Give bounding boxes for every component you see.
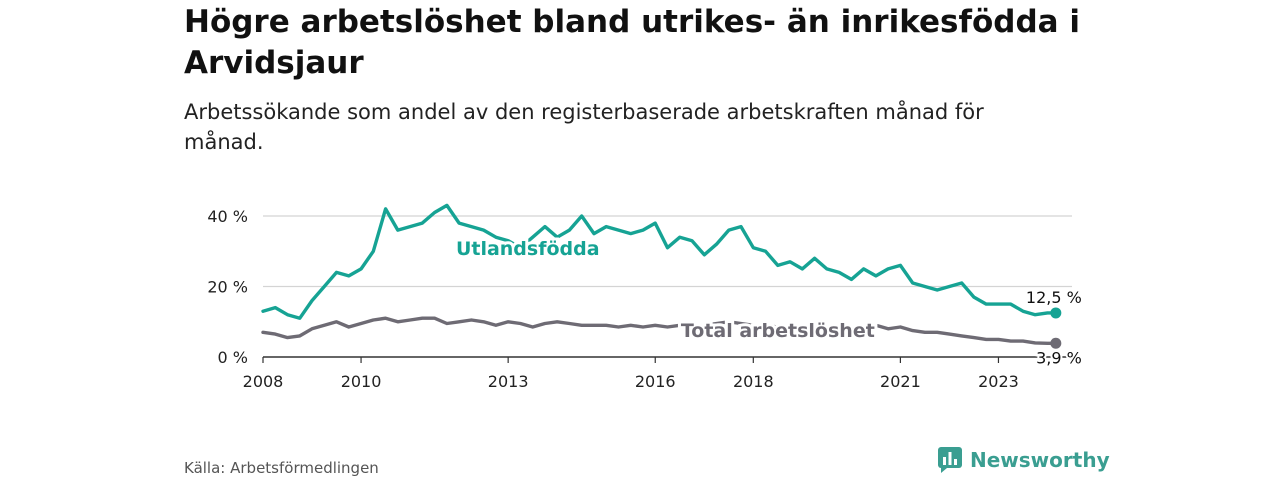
brand-name: Newsworthy (970, 448, 1110, 472)
y-axis: 0 % 20 % 40 % (207, 207, 248, 367)
series-labels: 12,5 % 3,9 % Utlandsfödda Total arbetslöshe… (453, 235, 1084, 369)
x-tick-label: 2018 (733, 372, 774, 391)
y-tick-label: 20 % (207, 278, 248, 297)
end-value-utlandsfodda: 12,5 % (1026, 288, 1082, 307)
chart-subtitle: Arbetssökande som andel av den registerb… (184, 100, 984, 154)
source-note: Källa: Arbetsförmedlingen (184, 459, 379, 477)
series-line-total (261, 316, 1058, 345)
y-tick-label: 40 % (207, 207, 248, 226)
series-lines (261, 203, 1062, 349)
newsworthy-chart-icon (938, 447, 962, 473)
chart-title: Högre arbetslöshet bland utrikes- än inr… (184, 4, 1080, 81)
x-tick-label: 2016 (635, 372, 676, 391)
x-axis: 2008 2010 2013 2016 2018 2021 2023 (243, 356, 1072, 391)
gridlines (263, 215, 1072, 288)
end-point-total (1050, 337, 1062, 349)
newsworthy-logo[interactable]: Newsworthy (938, 447, 1110, 473)
x-tick-label: 2008 (243, 372, 284, 391)
series-name-total: Total arbetslöshet (681, 320, 875, 342)
y-tick-label: 0 % (218, 348, 248, 367)
x-tick-label: 2010 (341, 372, 382, 391)
end-value-total: 3,9 % (1036, 348, 1082, 367)
x-tick-label: 2013 (488, 372, 529, 391)
series-line-utlandsfodda (261, 203, 1058, 320)
x-tick-label: 2023 (978, 372, 1019, 391)
x-tick-label: 2021 (880, 372, 921, 391)
series-name-utlandsfodda: Utlandsfödda (456, 238, 600, 260)
end-point-utlandsfodda (1050, 307, 1062, 319)
